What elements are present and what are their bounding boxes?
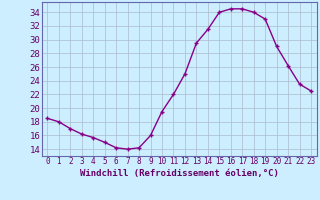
X-axis label: Windchill (Refroidissement éolien,°C): Windchill (Refroidissement éolien,°C) [80,169,279,178]
